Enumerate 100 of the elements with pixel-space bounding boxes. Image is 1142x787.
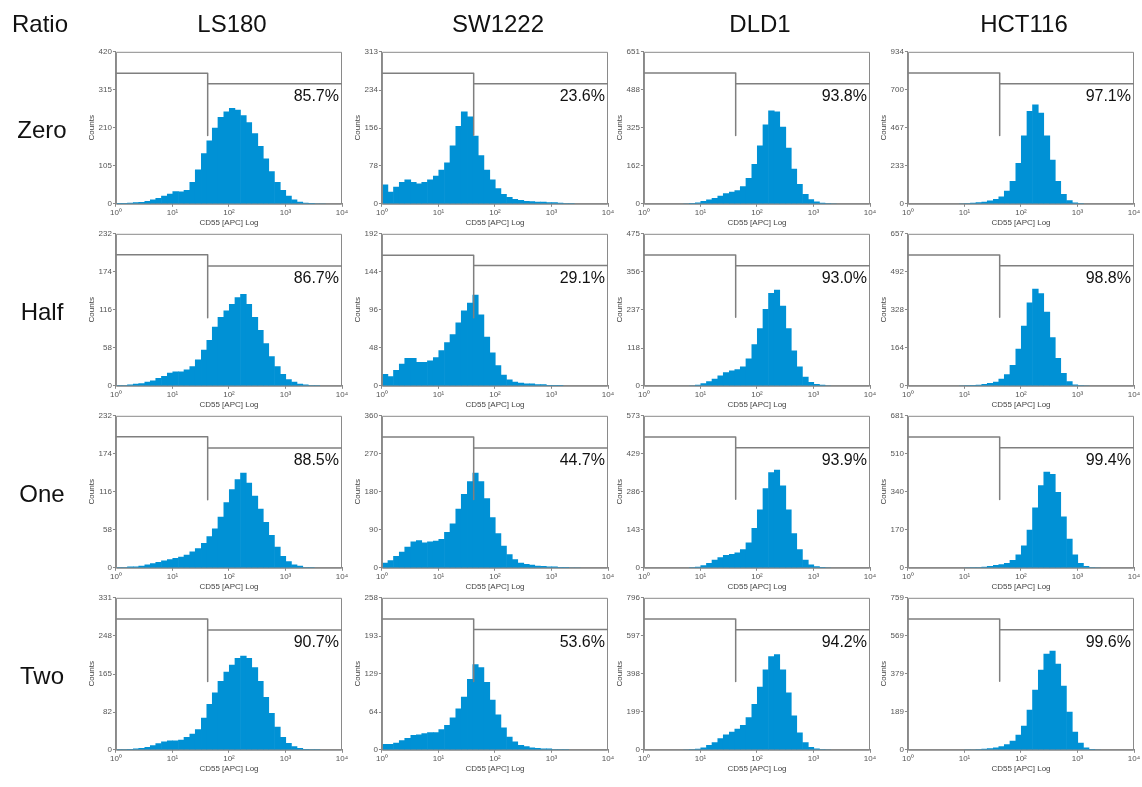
annotation: 88.5% xyxy=(293,451,339,469)
x-tick-label: 10³ xyxy=(807,207,820,217)
y-tick-label: 0 xyxy=(373,381,379,390)
y-axis-title: Counts xyxy=(879,479,888,505)
x-tick-label: 10² xyxy=(223,571,236,581)
y-axis-title: Counts xyxy=(353,479,362,505)
x-tick-label: 10⁰ xyxy=(109,753,122,763)
x-tick-label: 10² xyxy=(1015,753,1028,763)
y-axis-title: Counts xyxy=(353,115,362,141)
y-axis-title: Counts xyxy=(353,297,362,323)
y-tick-label: 237 xyxy=(626,305,641,315)
x-tick-label: 10⁴ xyxy=(335,753,349,763)
x-tick-label: 10⁴ xyxy=(335,389,349,399)
y-axis-title: Counts xyxy=(87,479,96,505)
x-axis-title: CD55 [APC] Log xyxy=(727,582,787,592)
y-tick-label: 420 xyxy=(98,47,113,56)
x-tick-label: 10² xyxy=(751,207,764,217)
y-tick-label: 0 xyxy=(635,199,641,208)
y-tick-label: 192 xyxy=(364,229,379,238)
y-tick-label: 105 xyxy=(98,161,113,170)
x-tick-label: 10² xyxy=(751,389,764,399)
x-axis-title: CD55 [APC] Log xyxy=(991,764,1051,774)
y-tick-label: 210 xyxy=(98,123,113,132)
x-tick-label: 10⁴ xyxy=(601,753,615,763)
y-tick-label: 193 xyxy=(364,631,379,641)
x-tick-label: 10⁴ xyxy=(863,753,877,763)
x-tick-label: 10³ xyxy=(545,753,558,763)
x-tick-label: 10⁰ xyxy=(109,389,122,399)
y-tick-label: 286 xyxy=(626,487,641,497)
y-tick-label: 325 xyxy=(626,123,641,133)
y-tick-label: 657 xyxy=(890,229,905,238)
y-tick-label: 569 xyxy=(890,631,905,641)
x-tick-label: 10² xyxy=(223,753,236,763)
x-axis-title: CD55 [APC] Log xyxy=(991,400,1051,410)
x-tick-label: 10³ xyxy=(279,571,292,581)
x-tick-label: 10⁰ xyxy=(109,207,122,217)
y-axis-title: Counts xyxy=(87,115,96,141)
x-tick-label: 10⁴ xyxy=(601,389,615,399)
y-tick-label: 681 xyxy=(890,411,905,420)
x-tick-label: 10⁰ xyxy=(637,389,650,399)
y-axis-title: Counts xyxy=(615,297,624,323)
y-axis-title: Counts xyxy=(879,661,888,687)
annotation: 90.7% xyxy=(293,633,339,651)
y-tick-label: 180 xyxy=(364,487,379,496)
x-tick-label: 10¹ xyxy=(694,207,707,217)
y-tick-label: 232 xyxy=(98,229,113,238)
y-tick-label: 0 xyxy=(107,745,113,754)
y-tick-label: 174 xyxy=(98,267,113,276)
y-axis-title: Counts xyxy=(87,297,96,323)
x-axis-title: CD55 [APC] Log xyxy=(727,218,787,228)
x-tick-label: 10⁴ xyxy=(601,207,615,217)
y-axis-title: Counts xyxy=(879,115,888,141)
x-axis-title: CD55 [APC] Log xyxy=(465,400,525,410)
y-tick-label: 0 xyxy=(635,381,641,390)
x-tick-label: 10³ xyxy=(279,753,292,763)
x-tick-label: 10⁰ xyxy=(375,207,388,217)
y-tick-label: 82 xyxy=(103,707,113,717)
x-tick-label: 10⁴ xyxy=(601,571,615,581)
y-tick-label: 234 xyxy=(364,85,379,95)
annotation: 29.1% xyxy=(559,268,605,286)
y-tick-label: 258 xyxy=(364,593,379,602)
annotation: 53.6% xyxy=(559,633,605,651)
x-tick-label: 10¹ xyxy=(432,571,445,581)
x-tick-label: 10⁰ xyxy=(375,389,388,399)
y-tick-label: 0 xyxy=(107,381,113,390)
y-tick-label: 356 xyxy=(626,267,641,277)
y-tick-label: 651 xyxy=(626,47,641,56)
x-tick-label: 10³ xyxy=(545,571,558,581)
annotation: 93.9% xyxy=(821,451,867,469)
x-tick-label: 10³ xyxy=(279,389,292,399)
category-label: One xyxy=(19,480,65,507)
y-tick-label: 162 xyxy=(626,161,641,171)
category-label: LS180 xyxy=(196,10,268,38)
x-axis-title: CD55 [APC] Log xyxy=(465,582,525,592)
category-label: SW1222 xyxy=(450,10,546,38)
annotation: 85.7% xyxy=(293,87,339,105)
text: Ratio xyxy=(12,10,69,38)
annotation: 99.4% xyxy=(1085,451,1131,469)
y-tick-label: 174 xyxy=(98,449,113,458)
x-tick-label: 10² xyxy=(751,753,764,763)
x-axis-title: CD55 [APC] Log xyxy=(199,400,259,410)
y-tick-label: 58 xyxy=(103,343,113,352)
x-axis-title: CD55 [APC] Log xyxy=(727,400,787,410)
y-tick-label: 379 xyxy=(890,669,905,679)
y-tick-label: 398 xyxy=(626,669,641,678)
y-tick-label: 164 xyxy=(890,343,905,353)
y-tick-label: 510 xyxy=(890,449,905,459)
x-tick-label: 10¹ xyxy=(694,571,707,581)
x-tick-label: 10⁴ xyxy=(1127,207,1141,217)
x-tick-label: 10² xyxy=(223,207,236,217)
y-tick-label: 233 xyxy=(890,161,905,171)
x-tick-label: 10⁰ xyxy=(901,389,914,399)
y-tick-label: 467 xyxy=(890,123,905,132)
x-tick-label: 10⁴ xyxy=(863,207,877,217)
annotation: 97.1% xyxy=(1085,87,1131,105)
y-axis-title: Counts xyxy=(353,661,362,687)
x-tick-label: 10⁰ xyxy=(637,571,650,581)
y-tick-label: 58 xyxy=(103,525,113,534)
annotation: 93.0% xyxy=(821,269,867,287)
x-tick-label: 10¹ xyxy=(432,753,445,763)
